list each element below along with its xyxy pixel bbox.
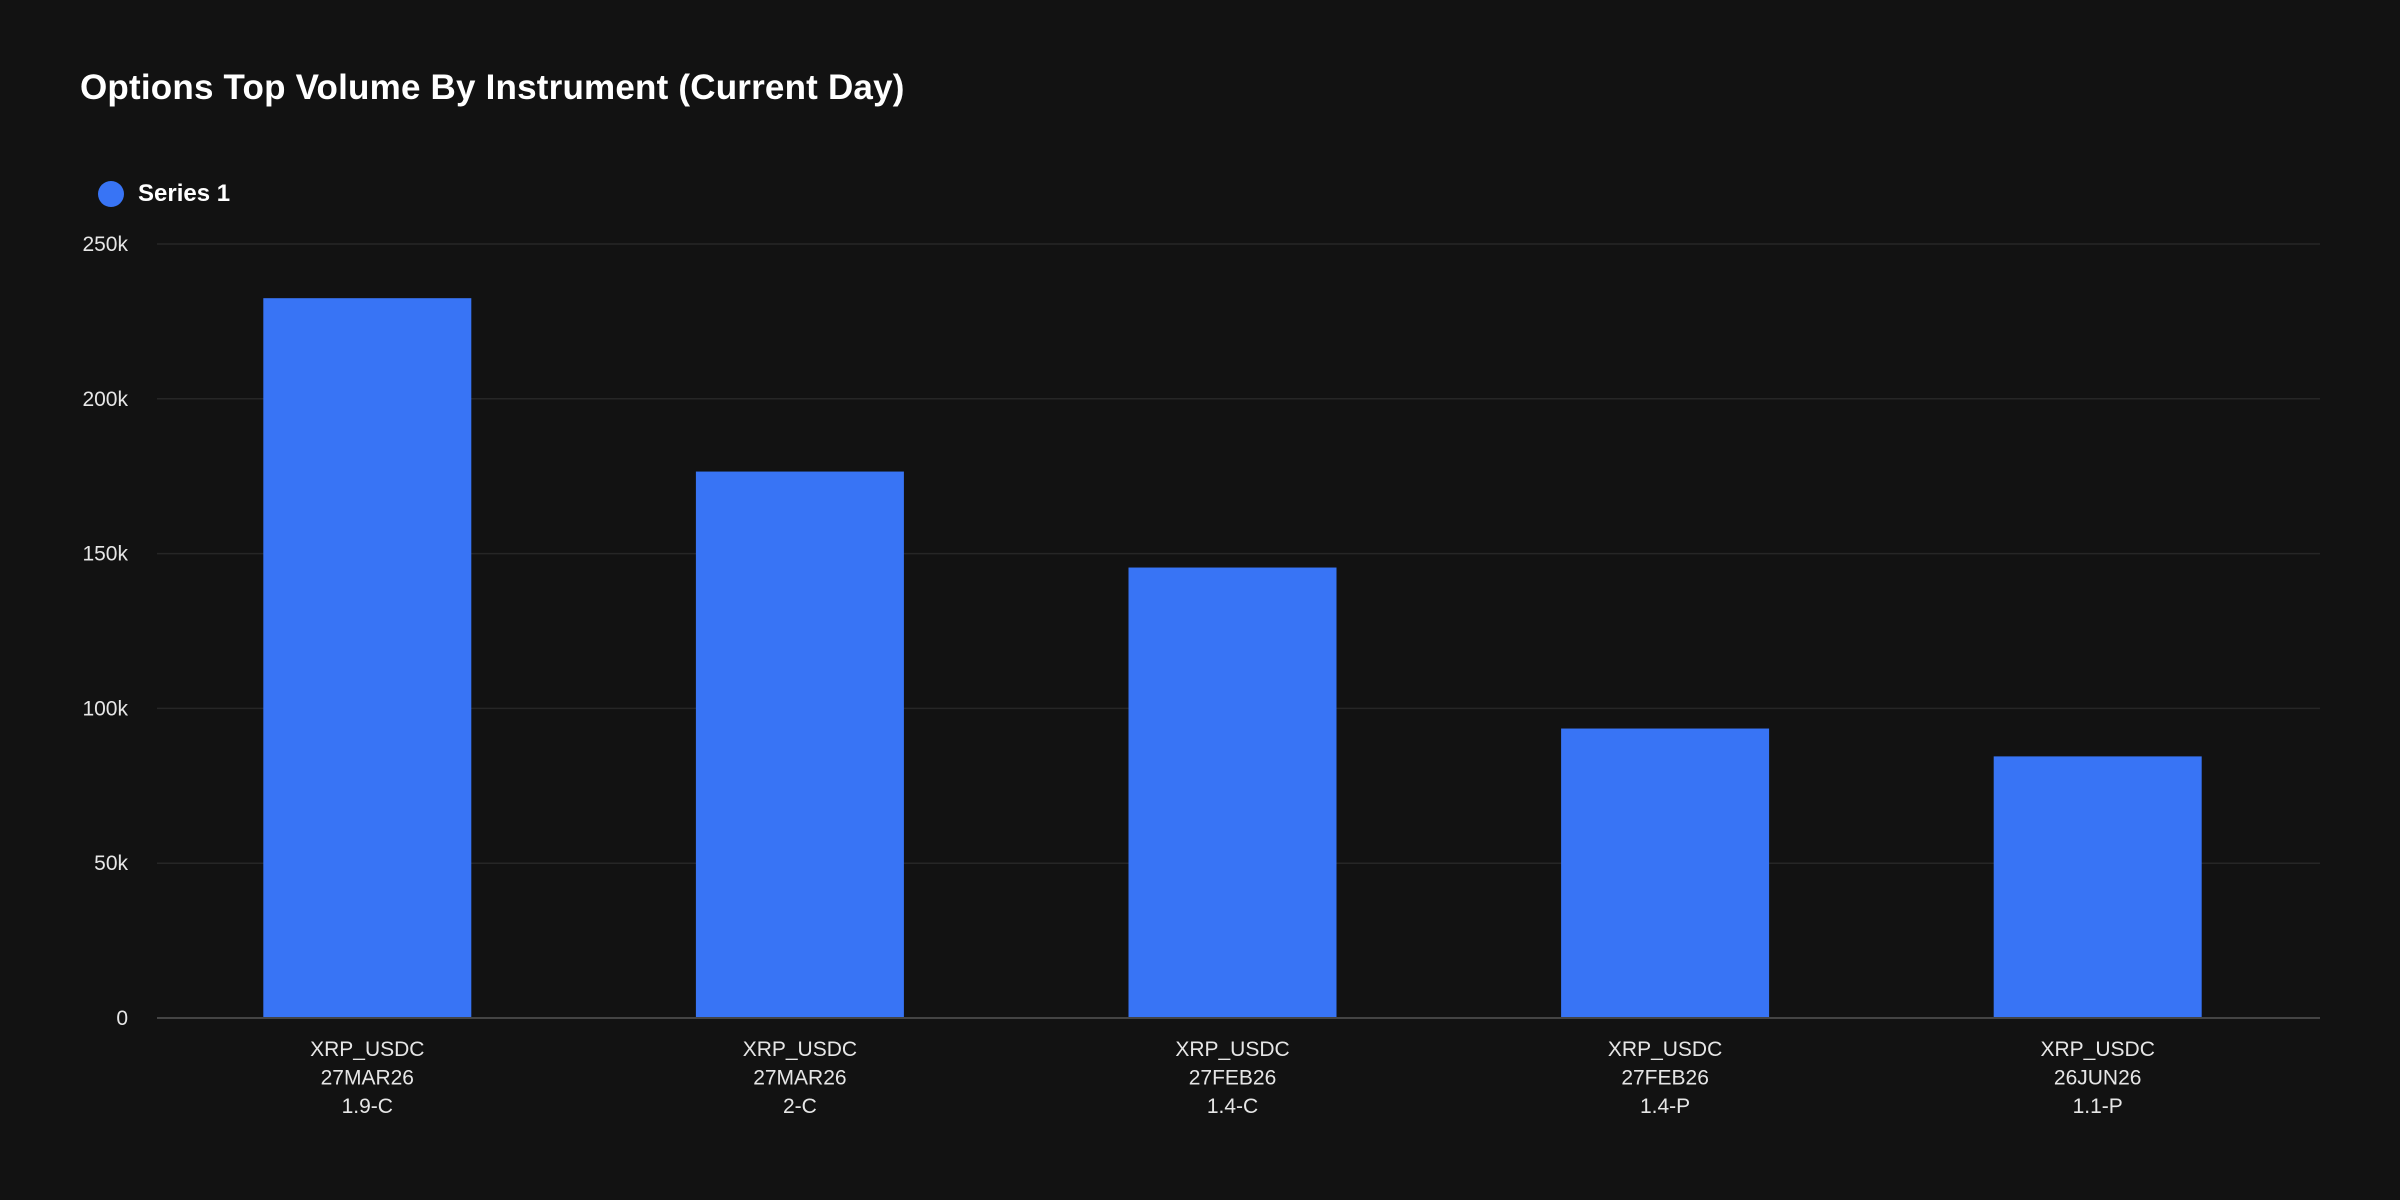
x-axis-ticks: XRP_USDC 27MAR26 1.9-C XRP_USDC 27MAR26 2-C XR… xyxy=(310,1038,2155,1118)
bars xyxy=(263,298,2202,1018)
legend[interactable]: Series 1 xyxy=(98,180,230,208)
bar[interactable] xyxy=(1561,728,1770,1018)
x-tick-label: XRP_USDC 27MAR26 1.9-C xyxy=(310,1038,424,1118)
y-tick-label: 200k xyxy=(82,388,128,411)
x-tick-label: XRP_USDC 27FEB26 1.4-P xyxy=(1608,1038,1722,1118)
chart-title: Options Top Volume By Instrument (Curren… xyxy=(80,68,905,107)
y-tick-label: 250k xyxy=(82,233,128,256)
y-axis-ticks: 0 50k 100k 150k 200k 250k xyxy=(82,233,128,1030)
x-tick-label: XRP_USDC 27FEB26 1.4-C xyxy=(1175,1038,1289,1118)
legend-swatch xyxy=(98,181,124,207)
x-tick-label: XRP_USDC 27MAR26 2-C xyxy=(743,1038,857,1118)
bar[interactable] xyxy=(1128,567,1337,1018)
legend-label-series-1: Series 1 xyxy=(138,180,231,207)
bar[interactable] xyxy=(1993,756,2202,1018)
y-tick-label: 0 xyxy=(116,1007,128,1030)
bar[interactable] xyxy=(695,471,904,1018)
y-tick-label: 100k xyxy=(82,697,128,720)
bar[interactable] xyxy=(263,298,472,1018)
y-tick-label: 50k xyxy=(94,852,128,875)
x-tick-label: XRP_USDC 26JUN26 1.1-P xyxy=(2041,1038,2155,1118)
y-tick-label: 150k xyxy=(82,543,128,566)
grid-lines xyxy=(157,243,2320,864)
